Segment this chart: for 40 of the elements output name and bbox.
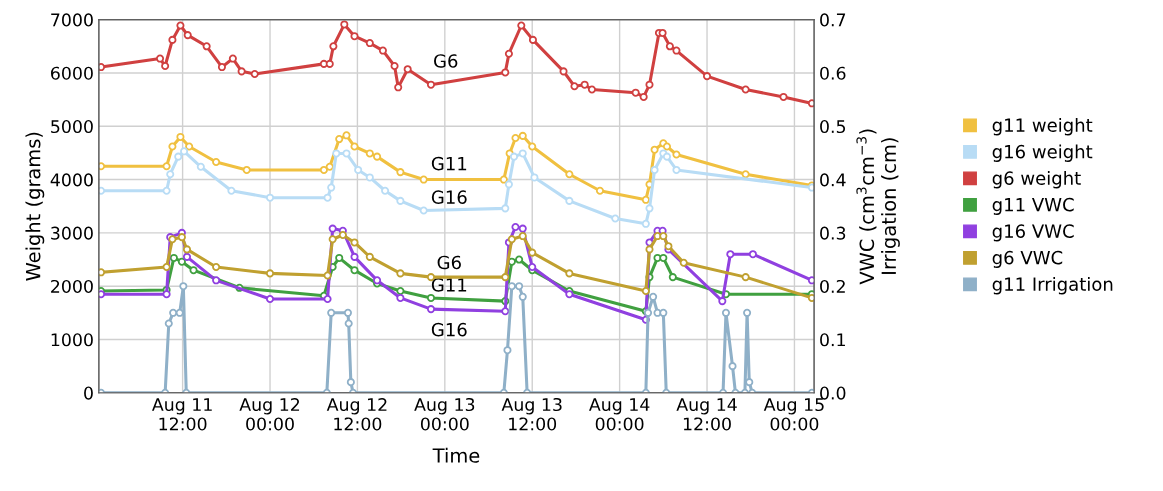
legend-label: g6 weight [992, 170, 1081, 189]
y-tick-label: 0 [84, 386, 93, 400]
x-tick-label: Aug 14 12:00 [676, 398, 737, 431]
annotation: G6 [434, 54, 458, 68]
y-tick-label: 5000 [51, 119, 93, 134]
y-tick-label: 2000 [51, 279, 93, 294]
y2-tick-label: 0.1 [820, 333, 845, 347]
y2-tick-label: 0.5 [820, 119, 846, 134]
annotation: G6 [437, 255, 461, 270]
x-tick-label: Aug 13 00:00 [414, 397, 475, 431]
y-tick-label: 1000 [51, 333, 93, 347]
x-tick-label: Aug 14 00:00 [589, 398, 650, 431]
x-tick-label: Aug 11 12:00 [152, 398, 212, 431]
y-tick-label: 4000 [50, 173, 93, 187]
y-tick-label: 7000 [51, 13, 93, 27]
legend-label: g11 weight [992, 117, 1093, 136]
x-tick-label: Aug 12 00:00 [239, 397, 300, 431]
y2-tick-label: 0.2 [820, 279, 845, 294]
annotation: G16 [431, 322, 467, 337]
legend-label: g16 weight [992, 144, 1093, 162]
annotation: G11 [431, 278, 467, 292]
x-tick-label: Aug 12 12:00 [326, 397, 387, 431]
y2-tick-label: 0.4 [820, 173, 846, 187]
y2-axis-title: VWC (cm$^{3}$cm$^{−3}$) Irrigation (cm) [856, 129, 900, 285]
y2-tick-label: 0.7 [820, 13, 846, 27]
y-axis-title: Weight (grams) [25, 132, 45, 281]
annotation: G11 [431, 156, 467, 171]
y2-tick-label: 0.0 [820, 386, 846, 400]
legend-label: g11 VWC [992, 197, 1074, 215]
legend-label: g6 VWC [992, 250, 1063, 268]
legend-label: g11 Irrigation [992, 276, 1113, 295]
x-axis-title: Time [432, 447, 480, 463]
y-tick-label: 6000 [51, 66, 93, 80]
x-tick-label: Aug 13 12:00 [501, 397, 562, 431]
y2-tick-label: 0.3 [820, 226, 846, 240]
y-tick-label: 3000 [51, 226, 93, 240]
y2-tick-label: 0.6 [820, 66, 846, 80]
annotation: G16 [431, 190, 467, 204]
legend-label: g16 VWC [992, 224, 1074, 242]
x-tick-label: Aug 15 00:00 [763, 398, 824, 431]
